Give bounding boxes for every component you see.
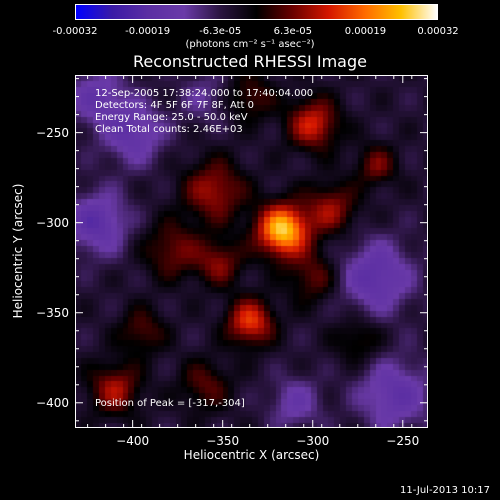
y-axis-label: Heliocentric Y (arcsec) — [11, 183, 25, 319]
chart-title: Reconstructed RHESSI Image — [133, 52, 367, 71]
energy-range-label: Energy Range: 25.0 - 50.0 keV — [95, 112, 248, 123]
colorbar-tick-label: 6.3e-05 — [273, 26, 312, 37]
x-axis-label: Heliocentric X (arcsec) — [183, 448, 320, 462]
colorbar-tick-label: 0.00032 — [417, 26, 459, 37]
colorbar-tick-label: -6.3e-05 — [199, 26, 242, 37]
colorbar-tick-label: 0.00019 — [344, 26, 387, 37]
y-tick-label: −300 — [36, 215, 69, 230]
x-tick-label: −300 — [296, 434, 330, 448]
y-tick-label: −250 — [36, 125, 69, 140]
colorbar-tick-label: -0.00019 — [125, 26, 171, 37]
x-tick-label: −250 — [386, 434, 420, 448]
time-range-label: 12-Sep-2005 17:38:24.000 to 17:40:04.000 — [95, 88, 314, 99]
colorbar-units-label: (photons cm⁻² s⁻¹ asec⁻²) — [185, 39, 315, 50]
x-tick-label: −350 — [206, 434, 240, 448]
heatmap-canvas — [76, 76, 427, 427]
colorbar — [75, 4, 438, 20]
heatmap-image — [75, 75, 428, 428]
peak-position-label: Position of Peak = [-317,-304] — [95, 398, 245, 409]
x-tick-label: −400 — [116, 434, 150, 448]
y-tick-label: −400 — [36, 395, 69, 410]
image-annotation: 12-Sep-2005 17:38:24.000 to 17:40:04.000… — [95, 88, 313, 136]
y-tick-label: −350 — [36, 305, 69, 320]
timestamp-footer: 11-Jul-2013 10:17 — [399, 485, 490, 496]
colorbar-tick-label: -0.00032 — [52, 26, 98, 37]
detectors-label: Detectors: 4F 5F 6F 7F 8F, Att 0 — [95, 100, 255, 111]
total-counts-label: Clean Total counts: 2.46E+03 — [95, 124, 243, 135]
